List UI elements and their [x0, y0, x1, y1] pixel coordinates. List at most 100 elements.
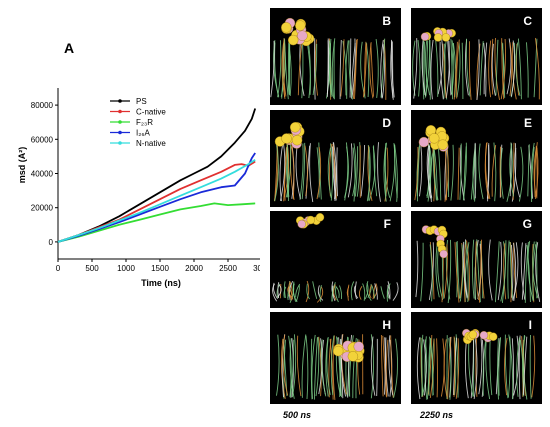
lipid-strand [479, 41, 484, 96]
lipid-strand [427, 334, 433, 395]
lipid-strand [518, 335, 521, 400]
lipid-strand [339, 39, 342, 100]
lipid-strand [495, 39, 499, 96]
lipid-strand [456, 42, 461, 98]
lipid-strand [295, 147, 301, 199]
lipid-strand [382, 335, 387, 397]
lipid-strand [288, 280, 293, 301]
lipid-strand [384, 147, 389, 202]
lipid-strand [285, 143, 292, 198]
lipid-strand [341, 333, 347, 395]
lipid-strand [287, 286, 290, 301]
y-axis-label: msd (A²) [17, 147, 27, 184]
lipid-strand [364, 41, 367, 97]
peptide-atom [447, 29, 456, 38]
lipid-strand [347, 284, 350, 301]
lipid-strand [427, 145, 431, 199]
lipid-strand [455, 338, 460, 399]
lipid-strand [459, 244, 464, 302]
lipid-strand [508, 334, 514, 400]
lipid-strand [288, 285, 294, 300]
lipid-strand [483, 42, 488, 95]
lipid-strand [432, 143, 438, 201]
lipid-strand [509, 143, 512, 197]
peptide-atom [299, 220, 308, 229]
legend-entry-label: N-native [136, 139, 166, 148]
lipid-strand [457, 147, 460, 200]
lipid-strand [412, 40, 416, 96]
y-tick-label: 40000 [31, 170, 54, 179]
lipid-strand [491, 38, 494, 95]
peptide-atom [294, 34, 305, 45]
legend-entry-label: C-native [136, 108, 166, 117]
lipid-strand [413, 38, 418, 99]
lipid-strand [354, 39, 358, 100]
peptide-atom [295, 20, 306, 31]
lipid-strand [390, 335, 394, 398]
peptide-atom [471, 329, 480, 338]
x-axis-label: Time (ns) [141, 278, 181, 288]
lipid-strand [288, 40, 290, 95]
lipid-strand [345, 336, 349, 397]
chart-series [57, 108, 257, 243]
lipid-strand [442, 43, 447, 98]
lipid-strand [318, 338, 323, 395]
lipid-strand [367, 145, 373, 202]
lipid-strand [533, 38, 538, 98]
lipid-strand [426, 145, 432, 197]
lipid-strand [332, 335, 336, 400]
peptide-atom [350, 351, 361, 362]
lipid-strand [372, 283, 378, 300]
peptide-atom [437, 225, 447, 235]
lipid-strand [327, 147, 332, 199]
lipid-strand [276, 334, 280, 396]
lipid-strand [295, 285, 300, 302]
lipid-strand [329, 38, 332, 98]
lipid-strand [485, 142, 491, 200]
lipid-strand [423, 339, 427, 396]
lipid-strand [344, 146, 349, 198]
lipid-strand [532, 241, 539, 299]
peptide-atom [438, 132, 450, 144]
lipid-strand [516, 337, 520, 397]
peptide-atom [462, 328, 471, 338]
lipid-strand [332, 142, 336, 202]
lipid-strand [373, 145, 378, 197]
y-tick-label: 60000 [31, 135, 54, 144]
lipid-strand [380, 286, 385, 299]
lipid-strand [338, 337, 341, 396]
lipid-strand [388, 335, 394, 396]
lipid-strand [329, 43, 333, 95]
lipid-strand [376, 338, 378, 397]
lipid-strand [524, 242, 529, 303]
lipid-strand [416, 337, 421, 400]
lipid-strand [284, 281, 286, 299]
lipid-strand [352, 38, 358, 99]
lipid-strand [437, 145, 442, 201]
lipid-strand [312, 281, 318, 299]
peptide-atom [339, 349, 351, 360]
peptide-atom [483, 333, 493, 343]
lipid-strand [279, 143, 284, 202]
lipid-strand [288, 281, 292, 299]
peptide-atom [353, 341, 365, 352]
lipid-strand [473, 337, 478, 400]
lipid-strand [486, 143, 490, 199]
lipid-strand [380, 40, 384, 99]
lipid-strand [441, 242, 444, 303]
lipid-strand [283, 142, 290, 198]
lipid-strand [310, 338, 313, 400]
lipid-strand [295, 283, 301, 298]
peptide-atom [303, 33, 315, 44]
peptide-atom [438, 141, 449, 152]
snapshot-panel-i: I [411, 312, 542, 404]
lipid-strand [305, 335, 309, 400]
lipid-strand [481, 339, 485, 397]
lipid-strand [421, 339, 428, 397]
peptide-atom [352, 349, 363, 360]
peptide-atom [341, 344, 353, 355]
lipid-strand [291, 143, 295, 199]
lipid-strand [371, 285, 375, 299]
lipid-strand [443, 244, 448, 299]
lipid-strand [350, 281, 355, 301]
